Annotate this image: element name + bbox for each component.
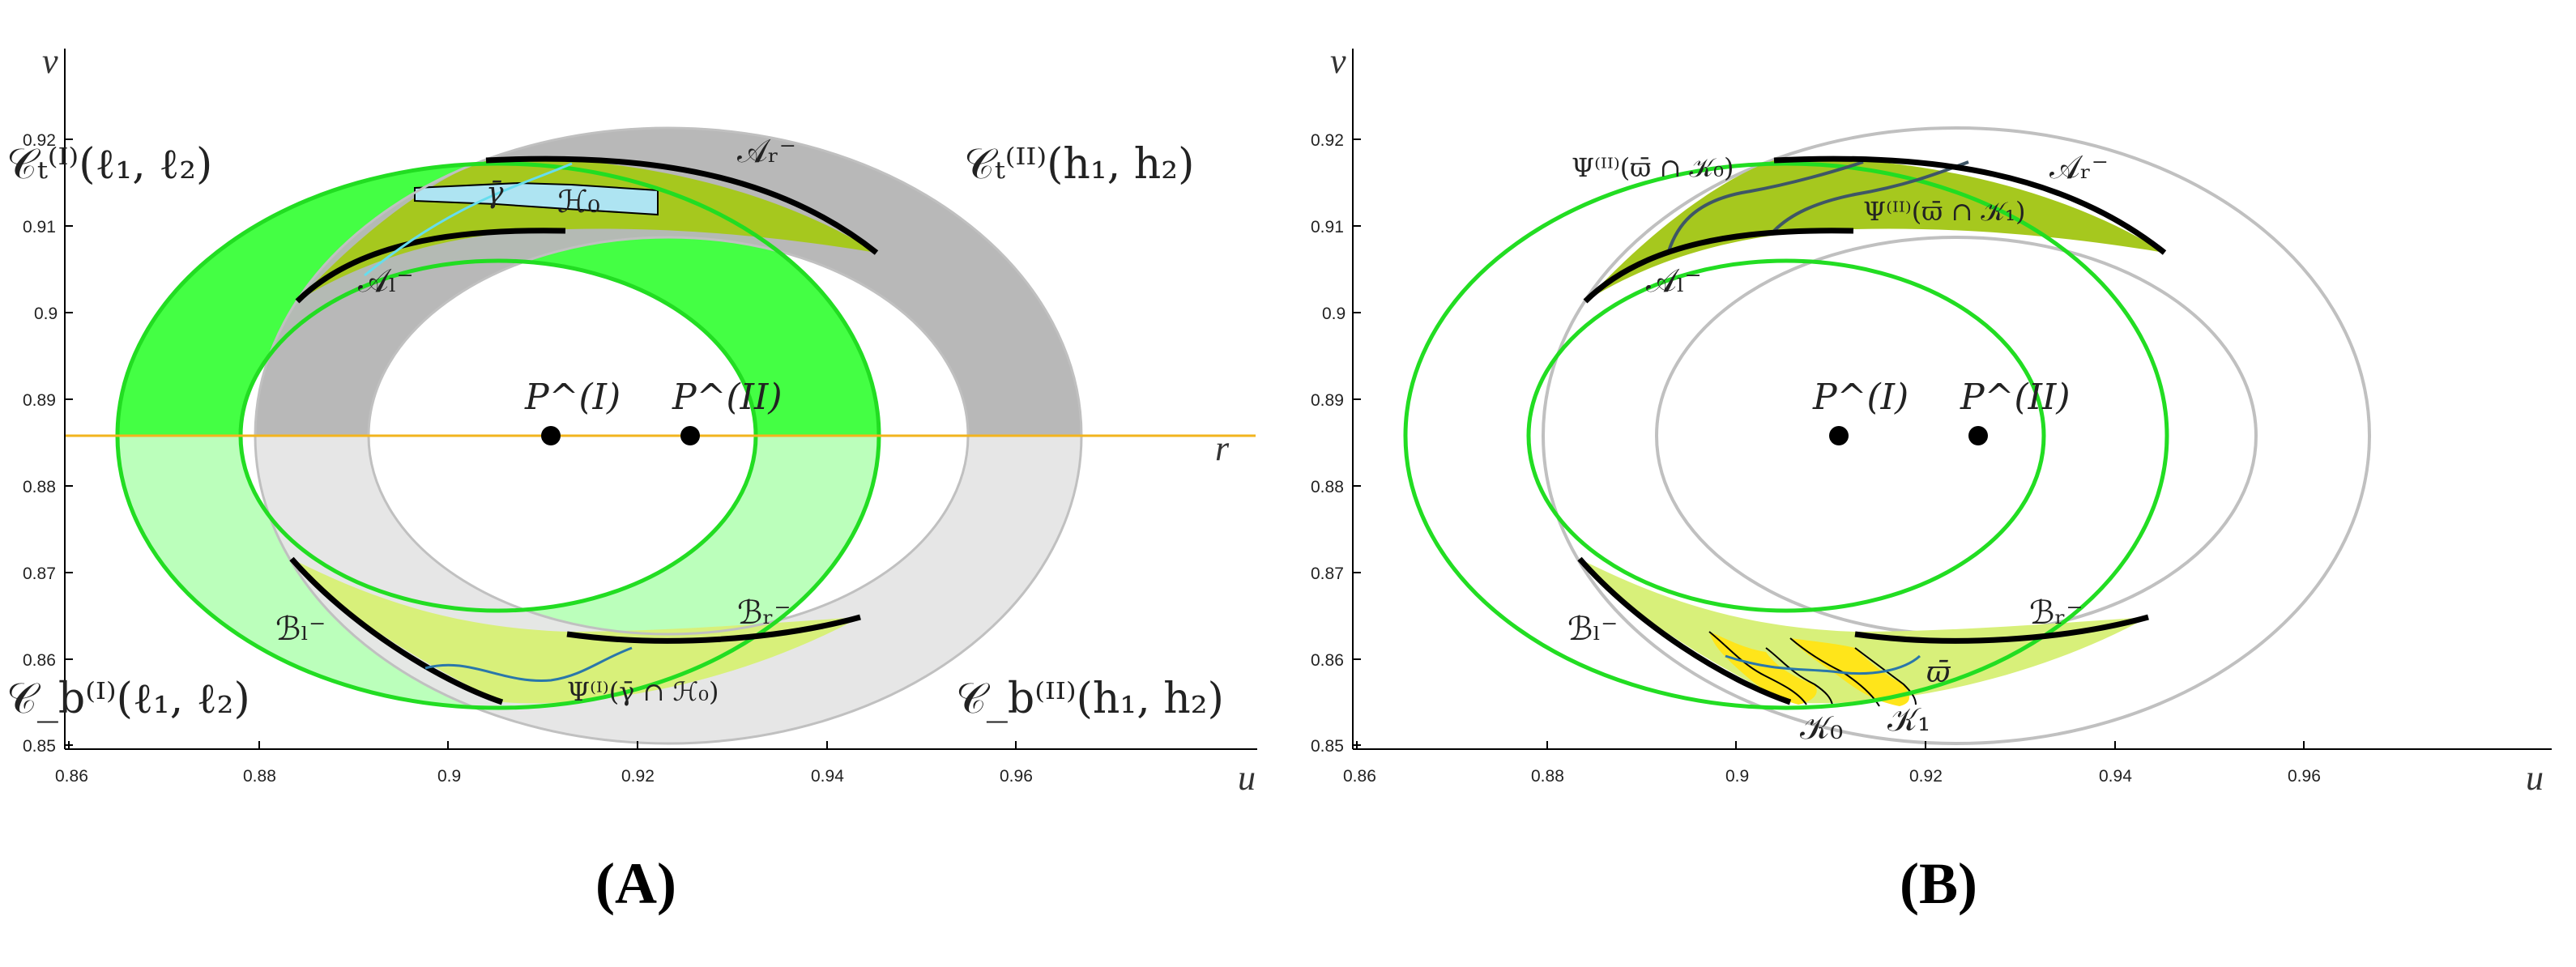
x-ticks — [68, 741, 1017, 749]
k1-label: 𝒦₁ — [1887, 701, 1930, 739]
y-tick-label: 0.88 — [1311, 478, 1344, 496]
caption-b: (B) — [1900, 851, 1977, 916]
h0-region — [414, 181, 659, 216]
point-p2 — [680, 426, 700, 445]
psi0-curve — [1667, 160, 1864, 252]
x-axis-label: u — [1238, 758, 1256, 798]
y-tick-label: 0.92 — [23, 131, 56, 150]
bl-label: ℬₗ⁻ — [1567, 611, 1618, 648]
y-tick-label: 0.86 — [1311, 651, 1344, 670]
br-label: ℬᵣ⁻ — [737, 594, 791, 632]
caption-a: (A) — [595, 851, 676, 916]
arc-br — [566, 614, 861, 644]
y-tick-label: 0.89 — [23, 391, 56, 410]
cb1-label: 𝒞_b⁽ᴵ⁾(ℓ₁, ℓ₂) — [6, 675, 250, 723]
green-inner-boundary — [1526, 258, 2046, 613]
x-tick-label: 0.88 — [1531, 767, 1564, 786]
y-axis-label: v — [42, 41, 58, 81]
x-ticks — [1356, 741, 2305, 749]
y-tick-label: 0.9 — [1322, 305, 1346, 323]
cb2-label: 𝒞_b⁽ᴵᴵ⁾(h₁, h₂) — [956, 675, 1224, 723]
gray-outer-boundary — [1542, 126, 2371, 745]
psi-curve — [424, 646, 633, 682]
x-tick-label: 0.96 — [1000, 767, 1033, 786]
k0-label: 𝒦₀ — [1800, 709, 1843, 747]
h0-label: ℋ₀ — [557, 184, 600, 219]
al-label: 𝒜ₗ⁻ — [1646, 262, 1702, 300]
olive-bottom-region — [1580, 559, 2148, 704]
point-p1-label: P^(I) — [1812, 377, 1909, 418]
k-edge-2 — [1765, 647, 1833, 705]
x-tick-label: 0.86 — [55, 767, 88, 786]
point-p2-label: P^(II) — [1960, 377, 2071, 418]
arc-bl — [1577, 556, 1792, 705]
x-tick-label: 0.94 — [2099, 767, 2132, 786]
x-tick-label: 0.86 — [1343, 767, 1376, 786]
point-p2-label: P^(II) — [672, 377, 783, 418]
ar-label: 𝒜ᵣ⁻ — [2049, 149, 2109, 186]
psi1-curve — [1772, 160, 1969, 232]
ct2-label: 𝒞ₜ⁽ᴵᴵ⁾(h₁, h₂) — [964, 140, 1194, 189]
arc-bl — [289, 556, 504, 705]
panel-a: 0.86 0.88 0.9 0.92 0.94 0.96 0.92 0.91 0… — [6, 41, 1257, 798]
y-tick-label: 0.91 — [1311, 218, 1344, 236]
gamma-curve — [364, 162, 573, 277]
y-tick-label: 0.91 — [23, 218, 56, 236]
panel-b: 0.86 0.88 0.9 0.92 0.94 0.96 0.92 0.91 0… — [1311, 41, 2552, 798]
k0-region — [1709, 632, 1817, 705]
br-label: ℬᵣ⁻ — [2029, 594, 2083, 632]
arc-al — [1583, 228, 1854, 304]
point-p1 — [541, 426, 561, 445]
bl-label: ℬₗ⁻ — [275, 611, 326, 648]
x-tick-label: 0.9 — [437, 767, 461, 786]
y-tick-label: 0.85 — [1311, 737, 1344, 756]
omega-curve — [1725, 654, 1921, 675]
y-tick-label: 0.86 — [23, 651, 56, 670]
x-axis-label: u — [2526, 758, 2544, 798]
x-tick-label: 0.92 — [1909, 767, 1943, 786]
y-axis-label: v — [1330, 41, 1346, 81]
x-tick-label: 0.96 — [2288, 767, 2321, 786]
psi-label: Ψ⁽ᴵ⁾(γ̄ ∩ ℋ₀) — [567, 676, 719, 707]
y-ticks — [65, 138, 73, 746]
arc-ar — [485, 155, 879, 255]
y-tick-label: 0.89 — [1311, 391, 1344, 410]
k-edge-4 — [1854, 647, 1917, 705]
point-p1 — [1829, 426, 1849, 445]
x-tick-label: 0.9 — [1725, 767, 1749, 786]
y-tick-label: 0.87 — [1311, 564, 1344, 583]
y-tick-label: 0.87 — [23, 564, 56, 583]
k-edge-1 — [1708, 631, 1807, 705]
omega-label: ϖ̄ — [1926, 656, 1951, 689]
y-tick-label: 0.85 — [23, 737, 56, 756]
point-p1-label: P^(I) — [524, 377, 621, 418]
y-tick-label: 0.88 — [23, 478, 56, 496]
olive-bottom-region — [292, 559, 860, 704]
psi0-label: Ψ⁽ᴵᴵ⁾(ϖ̄ ∩ 𝒦₀) — [1572, 152, 1734, 183]
y-tick-label: 0.9 — [34, 305, 58, 323]
y-ticks — [1353, 138, 1361, 746]
ct1-label: 𝒞ₜ⁽ᴵ⁾(ℓ₁, ℓ₂) — [6, 140, 212, 189]
al-label: 𝒜ₗ⁻ — [358, 262, 414, 300]
x-tick-label: 0.88 — [243, 767, 276, 786]
arc-br — [1854, 614, 2149, 644]
r-line-label: r — [1215, 428, 1230, 468]
x-tick-label: 0.92 — [621, 767, 655, 786]
green-outer-boundary — [1403, 161, 2169, 710]
gamma-label: γ̄ — [486, 177, 504, 210]
y-tick-label: 0.92 — [1311, 131, 1344, 150]
arc-ar — [1773, 155, 2167, 255]
ar-label: 𝒜ᵣ⁻ — [737, 133, 796, 170]
x-tick-label: 0.94 — [811, 767, 844, 786]
point-p2 — [1968, 426, 1988, 445]
arc-al — [295, 228, 566, 304]
psi1-label: Ψ⁽ᴵᴵ⁾(ϖ̄ ∩ 𝒦₁) — [1863, 196, 2025, 227]
